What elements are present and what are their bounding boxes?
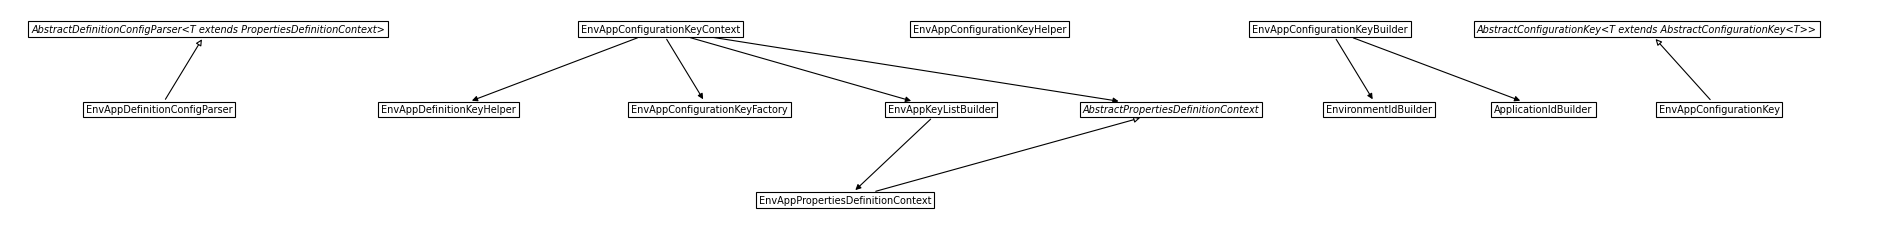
Text: EnvAppConfigurationKeyHelper: EnvAppConfigurationKeyHelper <box>914 25 1066 35</box>
Text: AbstractDefinitionConfigParser<T extends PropertiesDefinitionContext>: AbstractDefinitionConfigParser<T extends… <box>30 25 386 35</box>
Text: EnvAppKeyListBuilder: EnvAppKeyListBuilder <box>887 105 994 115</box>
Text: EnvAppDefinitionKeyHelper: EnvAppDefinitionKeyHelper <box>382 105 517 115</box>
Text: EnvAppConfigurationKey: EnvAppConfigurationKey <box>1659 105 1780 115</box>
Text: EnvAppPropertiesDefinitionContext: EnvAppPropertiesDefinitionContext <box>758 195 931 205</box>
Text: EnvironmentIdBuilder: EnvironmentIdBuilder <box>1326 105 1433 115</box>
Text: EnvAppConfigurationKeyBuilder: EnvAppConfigurationKeyBuilder <box>1252 25 1408 35</box>
Text: AbstractConfigurationKey<T extends AbstractConfigurationKey<T>>: AbstractConfigurationKey<T extends Abstr… <box>1476 25 1816 35</box>
Text: EnvAppDefinitionConfigParser: EnvAppDefinitionConfigParser <box>86 105 232 115</box>
Text: EnvAppConfigurationKeyContext: EnvAppConfigurationKeyContext <box>581 25 741 35</box>
Text: EnvAppConfigurationKeyFactory: EnvAppConfigurationKeyFactory <box>631 105 788 115</box>
Text: AbstractPropertiesDefinitionContext: AbstractPropertiesDefinitionContext <box>1083 105 1260 115</box>
Text: ApplicationIdBuilder: ApplicationIdBuilder <box>1493 105 1592 115</box>
